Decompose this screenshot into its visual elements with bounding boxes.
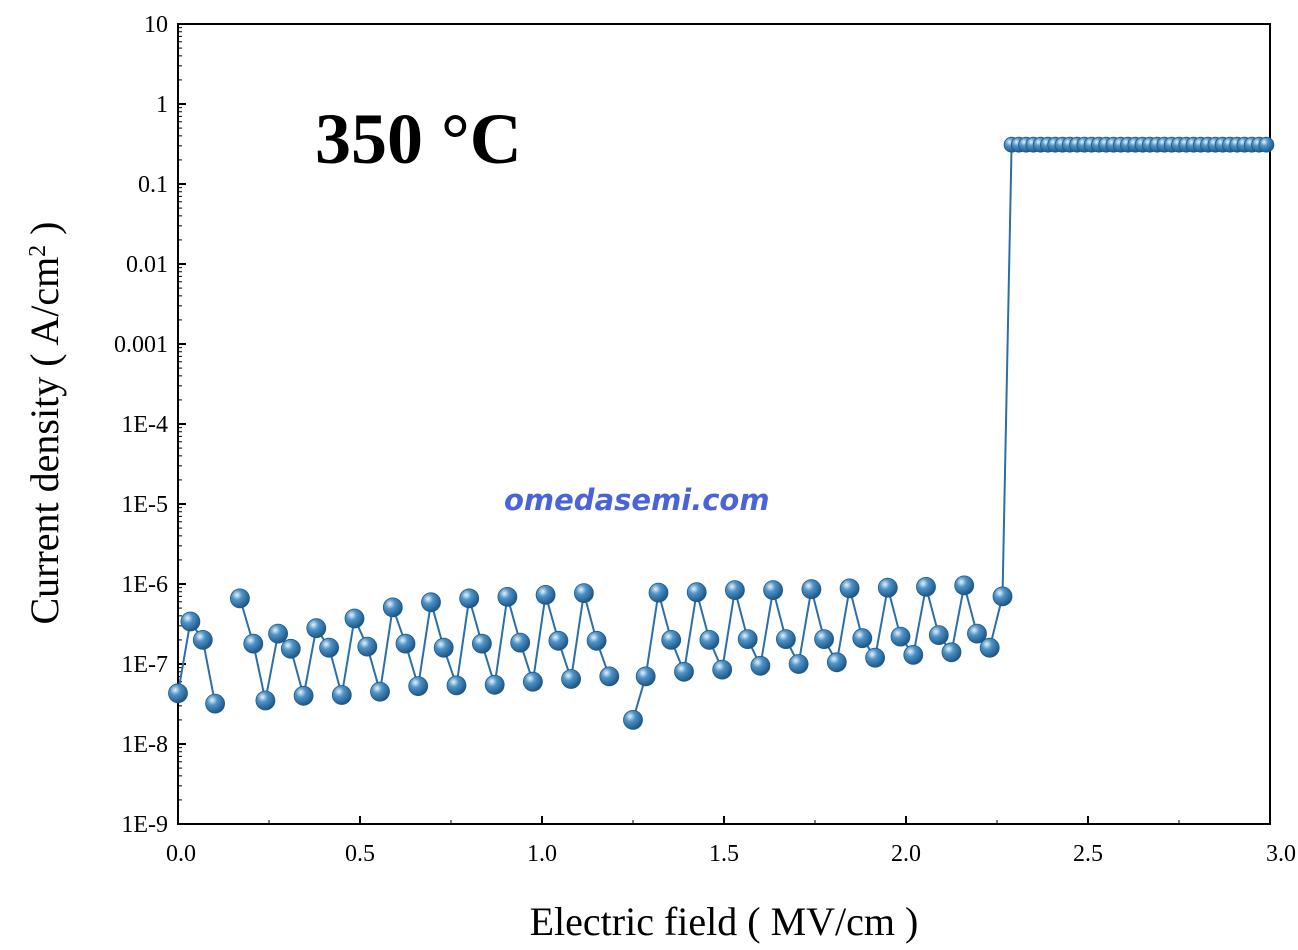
data-point: [967, 623, 987, 644]
y-tick-label: 1E-7: [121, 652, 168, 678]
x-axis-title: Electric field ( MV/cm ): [530, 899, 919, 944]
data-point: [928, 625, 949, 645]
x-tick-label: 0.0: [166, 841, 196, 867]
data-point: [421, 592, 441, 613]
data-point: [839, 578, 860, 599]
data-point: [712, 659, 733, 680]
data-point: [205, 693, 226, 714]
data-point: [623, 710, 643, 730]
y-tick-label: 1E-6: [121, 572, 168, 598]
data-point: [979, 637, 1000, 658]
data-point: [344, 608, 365, 629]
data-point: [523, 671, 543, 692]
data-point: [788, 654, 809, 674]
data-point: [548, 630, 569, 651]
data-point: [877, 577, 898, 598]
data-point: [382, 597, 403, 618]
data-point: [801, 579, 822, 600]
y-tick-label: 0.01: [126, 252, 168, 278]
series-line: [632, 143, 1267, 721]
data-point: [674, 661, 694, 682]
data-point: [433, 637, 454, 658]
data-point: [826, 652, 847, 673]
x-axis: 0.0 0.5 1.0 1.5 2.0 2.5 3.0: [166, 816, 1296, 867]
y-axis-title: Current density ( A/cm2 ): [22, 221, 67, 624]
y-axis-title-tail: ): [22, 221, 67, 244]
y-tick-label: 1E-9: [121, 812, 168, 838]
y-tick-label: 1: [156, 92, 168, 118]
data-point: [1258, 136, 1275, 153]
data-point: [229, 588, 250, 609]
x-tick-label: 1.0: [527, 841, 557, 867]
data-point: [293, 685, 314, 706]
data-point: [446, 675, 467, 696]
data-point: [737, 629, 758, 649]
x-tick-label: 2.5: [1073, 841, 1103, 867]
data-point: [357, 636, 378, 657]
data-point: [586, 630, 607, 651]
data-point: [814, 629, 834, 649]
x-tick-label: 0.5: [345, 841, 375, 867]
y-axis-title-superscript: 2: [25, 245, 51, 257]
data-point: [852, 628, 873, 649]
data-point: [280, 638, 301, 659]
data-point: [661, 630, 682, 650]
y-tick-label: 1E-4: [121, 412, 168, 438]
y-axis-title-main: Current density ( A/cm: [22, 257, 67, 625]
temperature-annotation: 350 °C: [315, 99, 522, 179]
y-tick-label: 10: [144, 12, 168, 38]
data-point: [599, 666, 620, 687]
data-point: [903, 645, 924, 665]
y-tick-label: 1E-5: [121, 492, 168, 518]
data-point: [319, 637, 340, 658]
x-tick-label: 1.5: [709, 841, 739, 867]
data-point: [890, 626, 911, 647]
y-axis: 1E-9 1E-8 1E-7 1E-6 1E-5 1E-4 0.001 0.01 0.1 1 10: [114, 12, 186, 838]
series-points: [168, 136, 1275, 730]
data-point: [395, 633, 416, 654]
data-point: [408, 676, 429, 696]
data-point: [331, 685, 352, 705]
watermark-text: omedasemi.com: [504, 483, 770, 517]
data-point: [954, 575, 975, 596]
data-point: [306, 618, 327, 639]
series-line: [177, 618, 217, 704]
x-tick-label: 3.0: [1266, 841, 1296, 867]
data-point: [268, 623, 289, 644]
data-point: [865, 647, 885, 668]
data-point: [192, 630, 213, 650]
x-tick-label: 2.0: [891, 841, 921, 867]
data-point: [776, 629, 796, 649]
data-point: [561, 669, 581, 689]
data-point: [168, 683, 188, 704]
data-point: [370, 681, 390, 702]
data-point: [941, 642, 962, 663]
data-point: [763, 580, 783, 600]
data-point: [686, 582, 707, 603]
data-point: [699, 630, 720, 650]
y-tick-label: 0.1: [138, 172, 168, 198]
data-point: [648, 582, 669, 603]
data-point: [916, 577, 936, 597]
data-point: [484, 674, 505, 695]
data-point: [497, 587, 518, 607]
data-point: [725, 580, 745, 600]
data-point: [243, 633, 264, 654]
data-point: [635, 666, 656, 687]
data-point: [459, 588, 480, 609]
data-point: [992, 586, 1013, 607]
series-lines: [177, 143, 1267, 721]
data-point: [510, 632, 531, 653]
y-tick-label: 1E-8: [121, 732, 168, 758]
data-point: [471, 633, 492, 654]
data-point: [535, 585, 556, 605]
data-point: [574, 583, 594, 603]
data-point: [750, 655, 771, 676]
data-point: [255, 690, 276, 711]
data-point: [180, 611, 201, 632]
y-tick-label: 0.001: [114, 332, 168, 358]
